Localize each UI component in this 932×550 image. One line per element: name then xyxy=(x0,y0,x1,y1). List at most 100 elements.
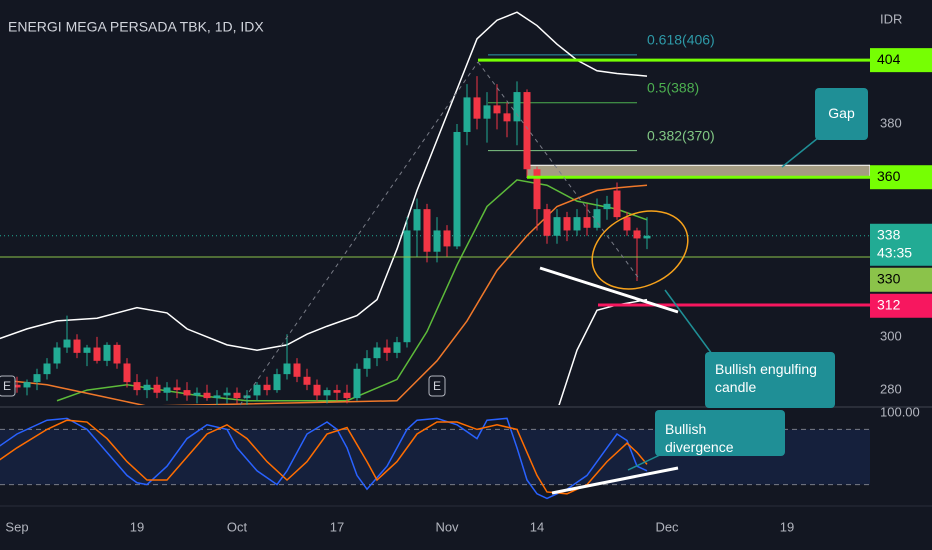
candle-body xyxy=(163,387,171,393)
candle-body xyxy=(483,105,491,119)
x-tick-label: Oct xyxy=(227,519,248,534)
candle-body xyxy=(303,376,311,385)
candle-body xyxy=(393,342,401,353)
candle-body xyxy=(353,368,361,399)
candle-body xyxy=(23,382,31,388)
indicator-line xyxy=(0,184,648,405)
price-label: 338 xyxy=(877,226,901,242)
candle-body xyxy=(643,235,651,239)
x-tick-label: Nov xyxy=(435,519,459,534)
candle-body xyxy=(433,230,441,252)
candle-body xyxy=(263,384,271,391)
x-tick-label: 17 xyxy=(330,519,344,534)
candle-body xyxy=(83,347,91,353)
candle-body xyxy=(593,209,601,228)
candle-body xyxy=(73,339,81,353)
candle-body xyxy=(463,97,471,132)
candle-body xyxy=(473,97,481,119)
price-label: 312 xyxy=(877,296,901,312)
callout-box xyxy=(655,410,785,456)
candle-body xyxy=(313,384,321,396)
y-tick-label: 300 xyxy=(880,328,902,343)
candle-body xyxy=(113,344,121,364)
y-tick-label: 280 xyxy=(880,382,902,397)
highlight-ellipse xyxy=(591,210,689,290)
candle-body xyxy=(223,392,231,396)
candle-body xyxy=(493,105,501,114)
candle-body xyxy=(533,169,541,210)
candle-body xyxy=(273,374,281,391)
chart-title: ENERGI MEGA PERSADA TBK, 1D, IDX xyxy=(8,19,264,35)
candle-body xyxy=(133,382,141,391)
candle-body xyxy=(623,217,631,231)
candle-body xyxy=(443,230,451,247)
price-pane: 0.618(406) 0.5(388) 0.382(370) E E xyxy=(0,11,870,405)
x-tick-label: 19 xyxy=(130,519,144,534)
trend-line xyxy=(539,266,679,314)
callout-pointer xyxy=(627,453,663,471)
indicator-line xyxy=(0,11,648,351)
event-label: E xyxy=(3,379,11,393)
candle-body xyxy=(343,392,351,399)
event-marker xyxy=(428,375,446,397)
candle-body xyxy=(13,384,21,388)
candle-body xyxy=(173,387,181,391)
callout-box xyxy=(705,352,835,408)
candle-body xyxy=(233,392,241,399)
price-label-box xyxy=(870,223,932,266)
currency-label: IDR xyxy=(880,11,902,26)
candle-body xyxy=(293,363,301,377)
candle-body xyxy=(93,347,101,361)
candle-body xyxy=(513,92,521,122)
candle-body xyxy=(193,392,201,396)
candle-body xyxy=(383,347,391,353)
y-tick-label: 380 xyxy=(880,115,902,130)
price-label-box xyxy=(870,48,932,73)
candle-body xyxy=(43,363,51,375)
candle-body xyxy=(143,384,151,391)
oscillator-line xyxy=(0,419,648,495)
price-label: 404 xyxy=(877,51,901,67)
candle-body xyxy=(563,217,571,231)
candle-body xyxy=(573,217,581,231)
candle-body xyxy=(283,363,291,375)
price-label-box xyxy=(870,165,932,190)
axes: Sep 19 Oct 17 Nov 14 Dec 19 280 300 380 100.00 404 36… xyxy=(5,48,932,534)
candle-body xyxy=(583,217,591,228)
candle-body xyxy=(633,230,641,239)
y-tick-label: 100.00 xyxy=(880,404,920,419)
callout-pointer xyxy=(664,289,713,355)
candle-body xyxy=(183,390,191,396)
candle-body xyxy=(523,92,531,170)
candle-body xyxy=(403,230,411,343)
fib-label: 0.382(370) xyxy=(647,127,715,143)
candle-body xyxy=(613,190,621,218)
drawings xyxy=(239,61,868,495)
price-label: 360 xyxy=(877,168,901,184)
x-tick-label: 14 xyxy=(530,519,544,534)
candle-body xyxy=(63,339,71,348)
fib-trend-line xyxy=(477,61,641,281)
fib-trend-line xyxy=(239,61,479,406)
x-tick-label: Dec xyxy=(655,519,679,534)
event-label: E xyxy=(433,379,441,393)
candle-body xyxy=(213,395,221,399)
oscillator-line xyxy=(0,417,648,500)
annotation: Gap xyxy=(828,105,855,121)
x-tick-label: Sep xyxy=(5,519,28,534)
candle-body xyxy=(543,209,551,236)
price-label-box xyxy=(870,293,932,318)
candle-body xyxy=(123,363,131,383)
candle-body xyxy=(413,209,421,231)
candle-body xyxy=(253,384,261,396)
candle-body xyxy=(33,374,41,383)
candle-body xyxy=(53,347,61,364)
divergence-line xyxy=(551,466,679,495)
event-marker xyxy=(0,375,16,397)
annotation: Bullish engulfing candle xyxy=(715,361,817,395)
price-label: 43:35 xyxy=(877,244,912,260)
candle-body xyxy=(243,395,251,399)
price-label: 330 xyxy=(877,270,901,286)
